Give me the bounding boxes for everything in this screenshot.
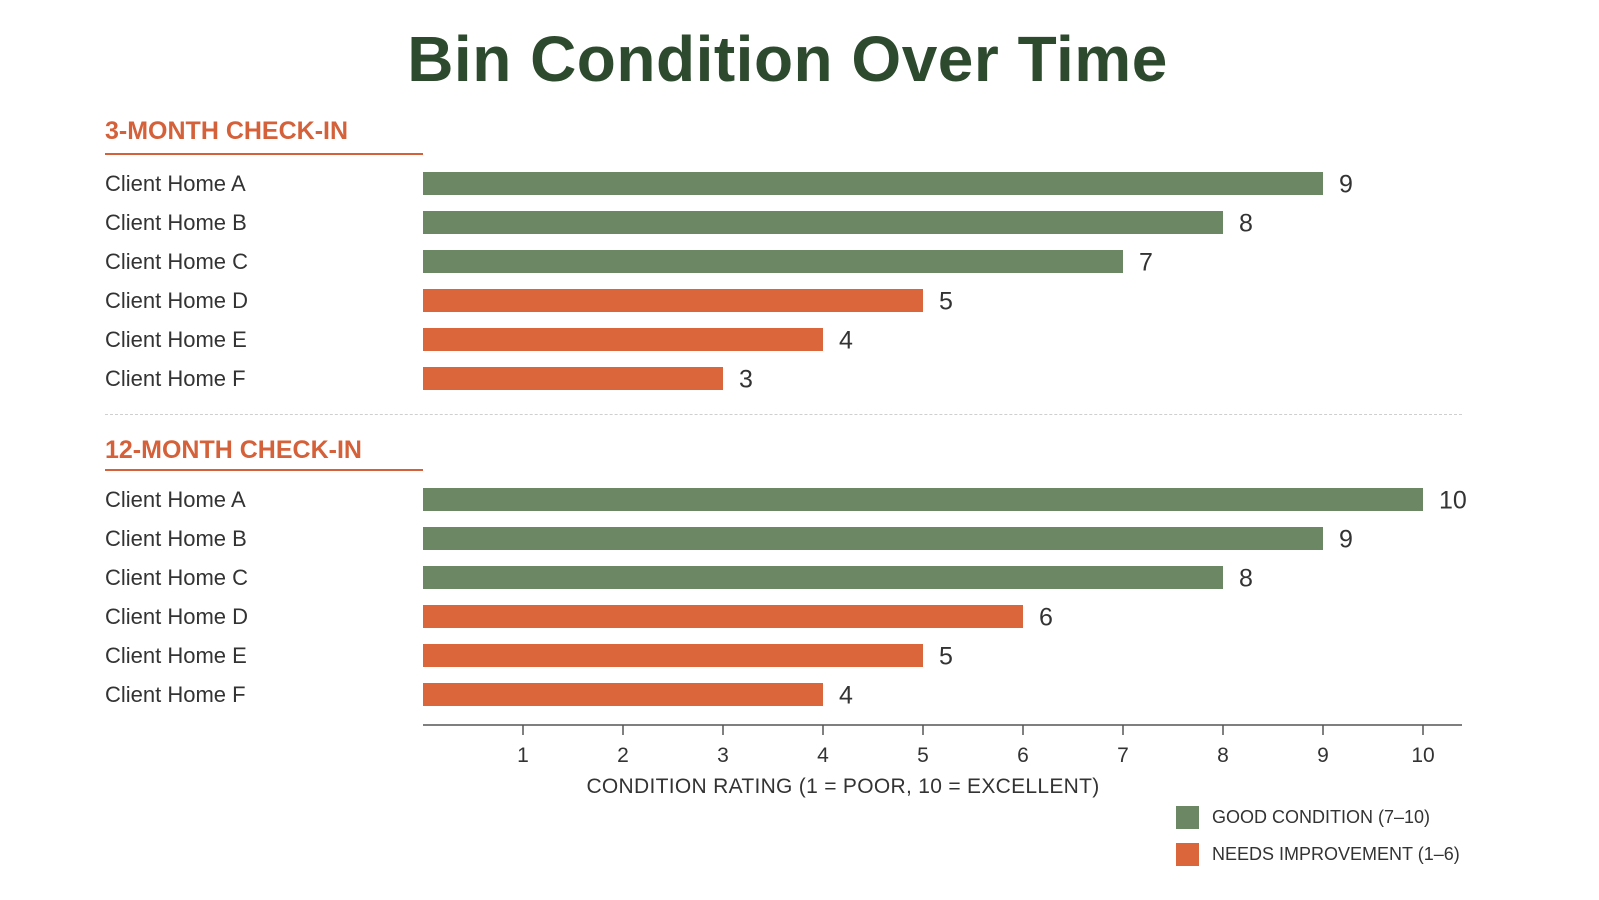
bar — [423, 683, 823, 706]
x-tick-label: 8 — [1217, 744, 1229, 767]
row-label: Client Home C — [105, 565, 249, 590]
data-label: 8 — [1239, 565, 1253, 593]
bar — [423, 527, 1323, 550]
data-label: 9 — [1339, 171, 1353, 199]
bar — [423, 172, 1323, 195]
x-tick-label: 5 — [917, 744, 929, 767]
legend-swatch-good — [1176, 805, 1199, 829]
row-label: Client Home F — [105, 366, 246, 391]
x-tick-label: 9 — [1317, 744, 1329, 767]
row-label: Client Home E — [105, 327, 247, 352]
data-label: 5 — [939, 643, 953, 671]
bar — [423, 250, 1123, 273]
row-label: Client Home E — [105, 643, 247, 668]
section-heading-12-month: 12-MONTH CHECK-IN — [105, 436, 362, 464]
x-axis-title: CONDITION RATING (1 = POOR, 10 = EXCELLE… — [586, 775, 1100, 798]
row-label: Client Home F — [105, 682, 246, 707]
section-heading-3-month: 3-MONTH CHECK-IN — [105, 117, 349, 145]
data-label: 4 — [839, 682, 853, 710]
bar — [423, 644, 923, 667]
x-tick-label: 1 — [517, 744, 529, 767]
row-label: Client Home D — [105, 604, 249, 629]
x-tick-label: 7 — [1117, 744, 1129, 767]
x-tick-label: 2 — [617, 744, 629, 767]
section-divider — [105, 414, 1462, 415]
bar — [423, 566, 1223, 589]
data-label: 6 — [1039, 604, 1053, 632]
legend-item-good: GOOD CONDITION (7–10) — [1176, 805, 1430, 829]
bar — [423, 605, 1023, 628]
row-label: Client Home A — [105, 171, 246, 196]
row-label: Client Home D — [105, 288, 249, 313]
data-label: 10 — [1439, 487, 1467, 515]
bar — [423, 289, 923, 312]
section-rule-3-month — [105, 153, 423, 155]
x-tick-label: 4 — [817, 744, 829, 767]
data-label: 9 — [1339, 526, 1353, 554]
x-tick-label: 6 — [1017, 744, 1029, 767]
row-label: Client Home A — [105, 487, 246, 512]
x-tick-label: 3 — [717, 744, 729, 767]
data-label: 7 — [1139, 249, 1153, 277]
section-rule-12-month — [105, 469, 423, 471]
data-label: 5 — [939, 288, 953, 316]
legend-label-needs: NEEDS IMPROVEMENT (1–6) — [1212, 843, 1460, 864]
row-label: Client Home B — [105, 210, 247, 235]
data-label: 3 — [739, 366, 753, 394]
bar — [423, 367, 723, 390]
legend-swatch-needs — [1176, 842, 1199, 866]
legend-item-needs: NEEDS IMPROVEMENT (1–6) — [1176, 842, 1460, 866]
chart-title: Bin Condition Over Time — [407, 23, 1168, 95]
row-label: Client Home C — [105, 249, 249, 274]
data-label: 8 — [1239, 210, 1253, 238]
legend-label-good: GOOD CONDITION (7–10) — [1212, 806, 1431, 827]
bar — [423, 211, 1223, 234]
x-tick-label: 10 — [1411, 744, 1434, 767]
row-label: Client Home B — [105, 526, 247, 551]
bar — [423, 328, 823, 351]
bar — [423, 488, 1423, 511]
data-label: 4 — [839, 327, 853, 355]
